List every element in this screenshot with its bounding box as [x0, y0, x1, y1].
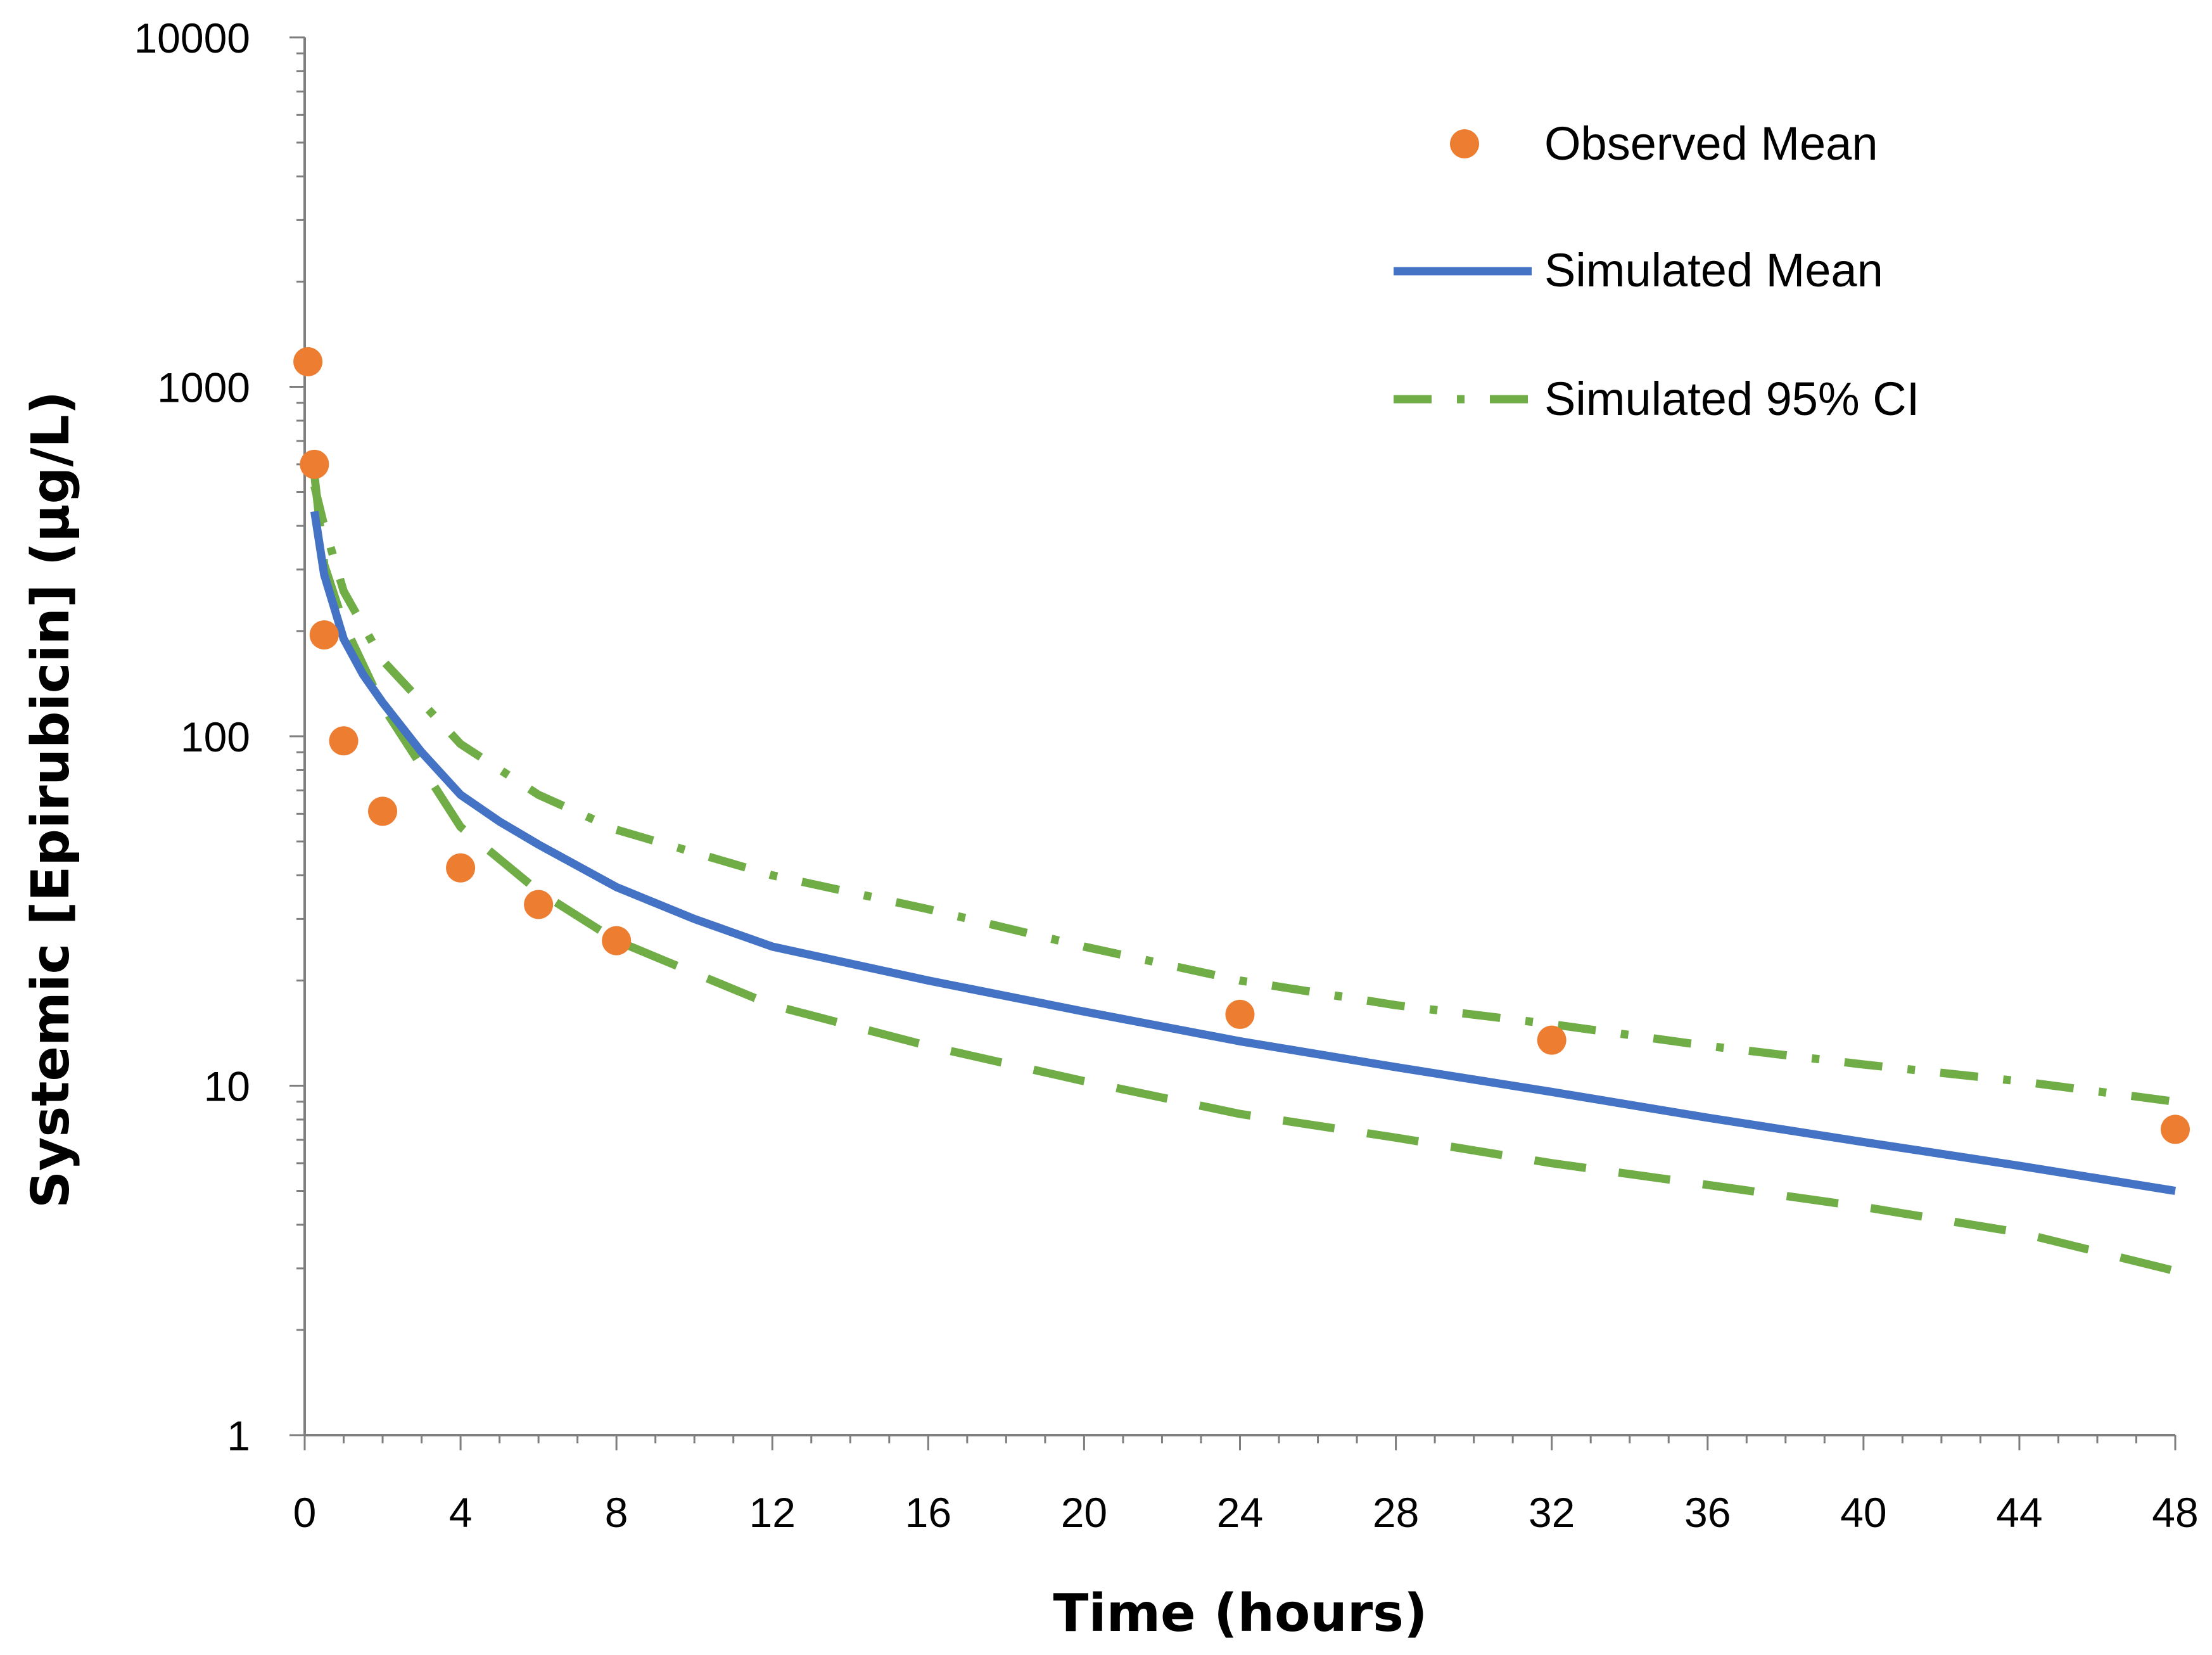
x-tick-label: 20 — [1061, 1489, 1107, 1536]
legend-swatch-observed-mean — [1450, 129, 1479, 158]
x-tick-label: 36 — [1684, 1489, 1731, 1536]
y-tick-label: 100 — [181, 713, 250, 760]
x-axis-title: Time (hours) — [1053, 1583, 1428, 1644]
series-line-simulated-95-ci-lower — [310, 474, 2177, 1275]
series-line-simulated-mean — [310, 511, 2177, 1195]
observed-mean-point — [446, 853, 476, 883]
x-tick-label: 0 — [293, 1489, 317, 1536]
plot-area — [293, 347, 2190, 1275]
x-tick-label: 8 — [605, 1489, 628, 1536]
y-tick-label: 1 — [227, 1412, 250, 1459]
x-tick-label: 24 — [1217, 1489, 1263, 1536]
x-tick-label: 16 — [905, 1489, 951, 1536]
observed-mean-point — [368, 796, 398, 826]
observed-mean-point — [1225, 999, 1255, 1029]
legend-label-observed-mean: Observed Mean — [1544, 117, 1878, 170]
y-tick-label: 1000 — [157, 364, 250, 411]
x-tick-label: 32 — [1529, 1489, 1575, 1536]
legend: Observed Mean Simulated Mean Simulated 9… — [1394, 117, 1919, 425]
observed-mean-point — [293, 347, 323, 376]
legend-label-simulated-mean: Simulated Mean — [1544, 244, 1883, 297]
observed-mean-point — [329, 726, 359, 756]
x-tick-label: 48 — [2152, 1489, 2198, 1536]
observed-mean-point — [524, 890, 554, 919]
observed-mean-point — [602, 926, 632, 955]
x-tick-label: 40 — [1840, 1489, 1886, 1536]
legend-label-simulated-ci: Simulated 95% CI — [1544, 373, 1919, 425]
series-line-simulated-95-ci — [310, 485, 2176, 1106]
observed-mean-point — [309, 620, 339, 650]
y-tick-label: 10000 — [134, 15, 250, 61]
x-tick-label: 4 — [449, 1489, 473, 1536]
x-tick-label: 12 — [749, 1489, 796, 1536]
observed-mean-point — [300, 449, 329, 479]
y-tick-label: 10 — [204, 1063, 250, 1110]
x-tick-label: 28 — [1373, 1489, 1419, 1536]
x-tick-label: 44 — [1996, 1489, 2042, 1536]
observed-mean-point — [2161, 1115, 2190, 1144]
y-axis-title: Systemic [Epirubicin] (µg/L) — [21, 391, 81, 1208]
observed-mean-point — [1537, 1025, 1567, 1055]
